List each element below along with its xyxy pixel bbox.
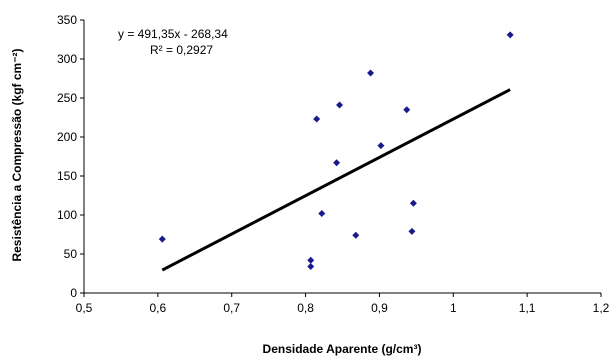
x-axis-title: Densidade Aparente (g/cm³) [263, 342, 422, 356]
x-tick-label: 1 [450, 301, 457, 315]
y-axis-title: Resistência a Compressão (kgf cm⁻²) [10, 48, 24, 261]
data-point [409, 199, 417, 207]
y-tick-label: 300 [57, 52, 77, 66]
data-point [367, 69, 375, 77]
y-tick-label: 250 [57, 91, 77, 105]
data-point [336, 101, 344, 109]
data-points [158, 31, 514, 270]
data-point [333, 159, 341, 167]
x-tick-label: 0,6 [150, 301, 167, 315]
axes [83, 20, 601, 294]
x-axis-ticks: 0,5 0,6 0,7 0,8 0,9 1 1,1 1,2 [76, 293, 610, 315]
data-point [313, 115, 321, 123]
x-tick-label: 1,2 [593, 301, 610, 315]
y-tick-label: 0 [70, 286, 77, 300]
y-tick-label: 200 [57, 130, 77, 144]
x-tick-label: 0,9 [371, 301, 388, 315]
data-point [506, 31, 514, 39]
y-axis-ticks: 0 50 100 150 200 250 300 350 [57, 13, 84, 300]
data-point [307, 262, 315, 270]
trendline-equation: y = 491,35x - 268,34 [118, 27, 228, 41]
y-tick-label: 150 [57, 169, 77, 183]
data-point [377, 142, 385, 150]
x-tick-label: 0,8 [297, 301, 314, 315]
y-tick-label: 350 [57, 13, 77, 27]
data-point [158, 235, 166, 243]
y-tick-label: 100 [57, 208, 77, 222]
data-point [403, 106, 411, 114]
r-squared-label: R² = 0,2927 [150, 43, 213, 57]
data-point [307, 256, 315, 264]
y-tick-label: 50 [64, 247, 78, 261]
x-tick-label: 0,5 [76, 301, 93, 315]
data-point [352, 231, 360, 239]
data-point [408, 227, 416, 235]
x-tick-label: 0,7 [223, 301, 240, 315]
data-point [318, 209, 326, 217]
trendline [161, 88, 511, 272]
x-tick-label: 1,1 [519, 301, 536, 315]
